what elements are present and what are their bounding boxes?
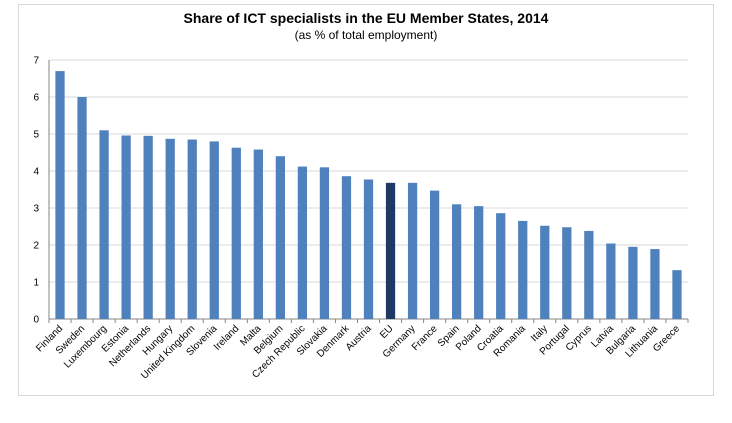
bar-cyprus	[584, 230, 594, 319]
x-tick-label: EU	[378, 323, 396, 341]
y-tick-label: 4	[33, 167, 39, 178]
y-tick-label: 5	[33, 130, 39, 141]
y-tick-label: 3	[33, 204, 39, 215]
bar-lithuania	[650, 249, 660, 319]
x-tick-label: Ireland	[212, 323, 241, 352]
bar-ireland	[231, 147, 241, 319]
bar-finland	[55, 71, 65, 319]
bar-sweden	[77, 97, 87, 319]
bar-italy	[540, 225, 550, 319]
bar-united-kingdom	[187, 139, 197, 319]
bar-hungary	[165, 138, 175, 319]
y-tick-label: 2	[33, 241, 39, 252]
x-tick-label: France	[410, 323, 440, 353]
bar-spain	[452, 204, 462, 319]
y-tick-label: 1	[33, 278, 39, 289]
y-tick-label: 7	[33, 56, 39, 67]
bar-bulgaria	[628, 246, 638, 319]
bar-poland	[474, 206, 484, 319]
bar-estonia	[121, 135, 131, 319]
bar-france	[429, 190, 440, 319]
bar-denmark	[341, 176, 352, 319]
bar-eu	[385, 182, 396, 319]
bar-czech-republic	[297, 166, 308, 319]
bar-latvia	[606, 243, 616, 319]
chart-title: Share of ICT specialists in the EU Membe…	[183, 10, 549, 26]
bar-malta	[253, 149, 263, 319]
bar-luxembourg	[99, 130, 109, 319]
x-tick-label: Austria	[344, 323, 374, 353]
bar-germany	[407, 182, 418, 319]
bar-belgium	[275, 156, 285, 319]
bar-croatia	[496, 213, 506, 319]
bar-portugal	[562, 227, 572, 319]
y-tick-label: 6	[33, 93, 39, 104]
bar-austria	[363, 179, 374, 319]
bar-slovakia	[319, 167, 330, 319]
bar-romania	[518, 220, 528, 319]
bar-netherlands	[143, 135, 153, 319]
bar-greece	[672, 270, 682, 319]
chart-subtitle: (as % of total employment)	[294, 28, 438, 42]
bar-slovenia	[209, 141, 219, 319]
y-tick-label: 0	[33, 315, 39, 326]
